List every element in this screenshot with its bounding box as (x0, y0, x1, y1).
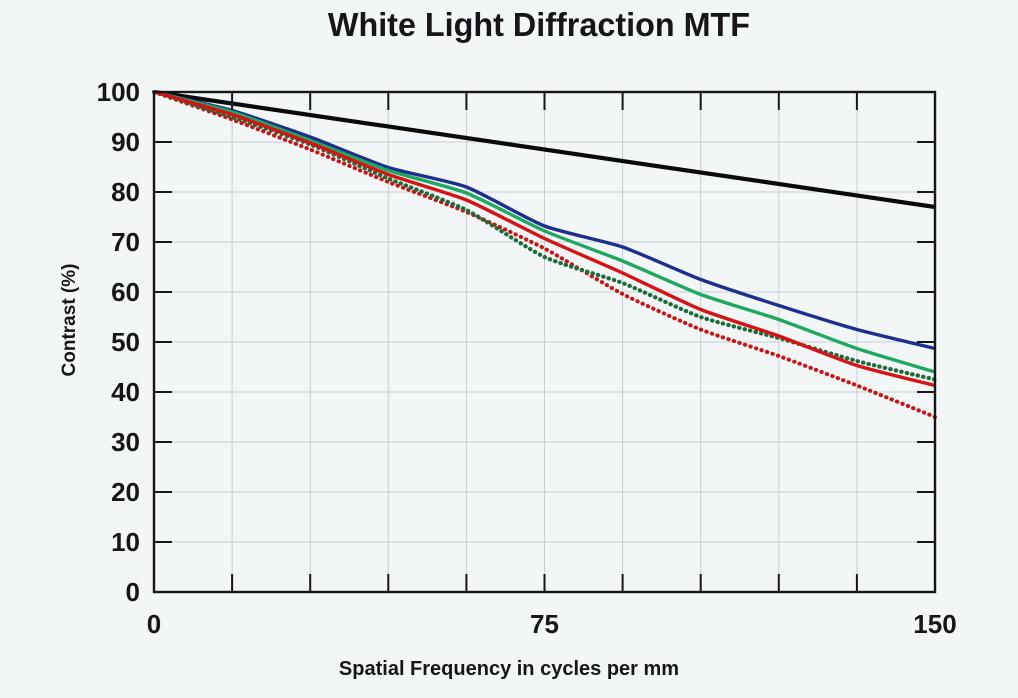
svg-text:75: 75 (530, 609, 559, 639)
svg-text:80: 80 (111, 177, 140, 207)
svg-text:60: 60 (111, 277, 140, 307)
svg-text:50: 50 (111, 327, 140, 357)
svg-text:0: 0 (126, 577, 140, 607)
svg-text:90: 90 (111, 127, 140, 157)
svg-text:70: 70 (111, 227, 140, 257)
svg-text:100: 100 (97, 77, 140, 107)
svg-text:0: 0 (147, 609, 161, 639)
svg-text:10: 10 (111, 527, 140, 557)
svg-text:150: 150 (913, 609, 956, 639)
svg-text:20: 20 (111, 477, 140, 507)
svg-text:30: 30 (111, 427, 140, 457)
svg-text:40: 40 (111, 377, 140, 407)
svg-text:Contrast (%): Contrast (%) (59, 264, 80, 377)
